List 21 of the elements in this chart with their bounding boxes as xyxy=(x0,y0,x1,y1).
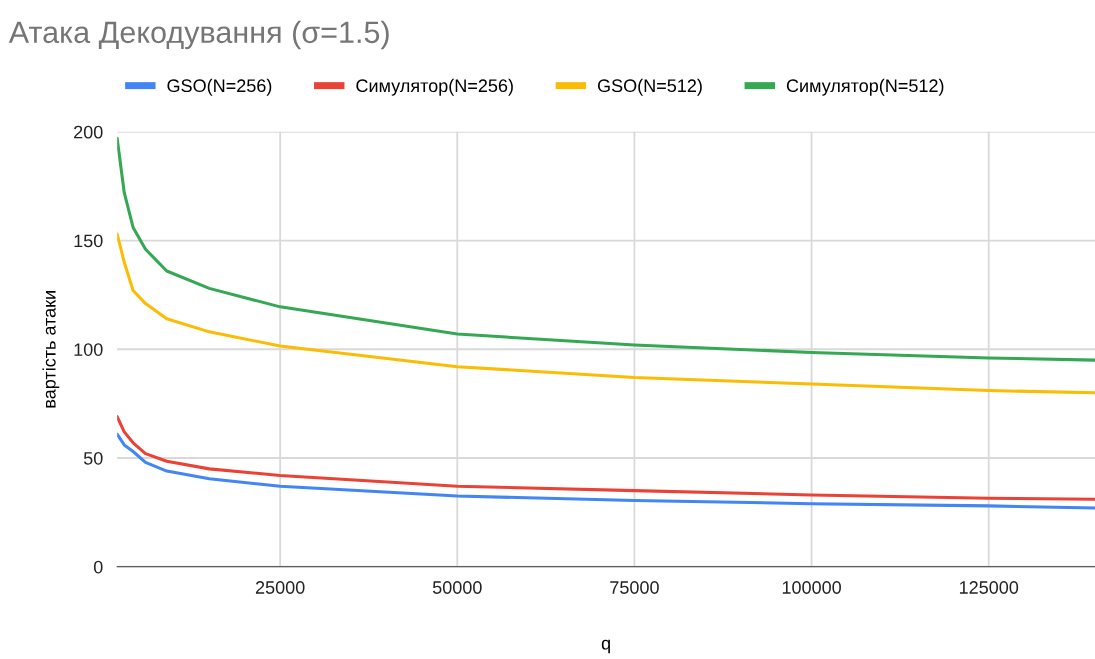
x-tick-label: 75000 xyxy=(610,581,659,594)
legend-label: GSO(N=512) xyxy=(597,78,702,96)
line-series xyxy=(117,415,1095,501)
line-series xyxy=(117,432,1095,510)
legend-label: Симулятор(N=256) xyxy=(356,78,513,96)
y-axis-title: вартість атаки xyxy=(42,291,60,408)
line-series xyxy=(117,232,1095,395)
x-tick-label: 50000 xyxy=(432,581,482,594)
y-tick-label: 0 xyxy=(93,560,103,574)
y-tick-label: 200 xyxy=(74,125,103,139)
y-tick-label: 100 xyxy=(74,343,103,356)
legend-label: Симулятор(N=512) xyxy=(786,78,944,96)
x-tick-label: 25000 xyxy=(255,581,305,594)
y-tick-label: 50 xyxy=(83,451,103,465)
x-tick-label: 100000 xyxy=(782,581,841,594)
y-tick-label: 150 xyxy=(74,234,103,248)
x-tick-label: 125000 xyxy=(959,581,1019,594)
x-axis-title: q xyxy=(601,639,610,654)
line-series xyxy=(117,136,1095,362)
chart-title: Атака Декодування (σ=1.5) xyxy=(8,20,389,50)
legend-label: GSO(N=256) xyxy=(167,78,272,96)
